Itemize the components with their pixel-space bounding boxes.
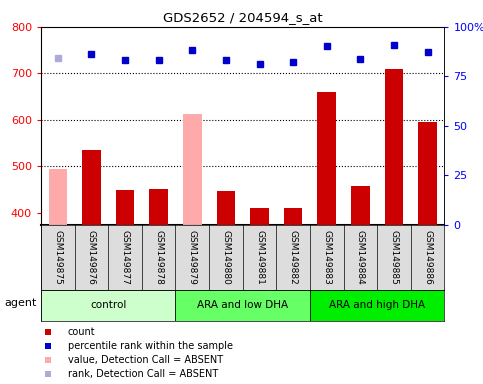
Text: GSM149886: GSM149886 bbox=[423, 230, 432, 285]
Bar bbox=[351, 186, 369, 225]
Bar bbox=[250, 209, 269, 225]
Text: GSM149875: GSM149875 bbox=[53, 230, 62, 285]
Title: GDS2652 / 204594_s_at: GDS2652 / 204594_s_at bbox=[163, 11, 323, 24]
Bar bbox=[175, 290, 310, 321]
Bar bbox=[317, 92, 336, 225]
Bar bbox=[310, 290, 444, 321]
Bar bbox=[418, 122, 437, 225]
Text: GSM149878: GSM149878 bbox=[154, 230, 163, 285]
Text: control: control bbox=[90, 300, 127, 310]
Text: percentile rank within the sample: percentile rank within the sample bbox=[68, 341, 233, 351]
Text: GSM149880: GSM149880 bbox=[221, 230, 230, 285]
Bar bbox=[41, 290, 175, 321]
Text: agent: agent bbox=[5, 298, 37, 308]
Text: GSM149879: GSM149879 bbox=[188, 230, 197, 285]
Text: rank, Detection Call = ABSENT: rank, Detection Call = ABSENT bbox=[68, 369, 218, 379]
Bar bbox=[217, 191, 235, 225]
Bar bbox=[49, 169, 67, 225]
Text: ARA and high DHA: ARA and high DHA bbox=[329, 300, 425, 310]
Bar bbox=[183, 114, 201, 225]
Text: GSM149884: GSM149884 bbox=[356, 230, 365, 285]
Bar bbox=[149, 189, 168, 225]
Text: count: count bbox=[68, 327, 95, 337]
Text: ARA and low DHA: ARA and low DHA bbox=[197, 300, 288, 310]
Bar bbox=[384, 69, 403, 225]
Bar bbox=[284, 209, 302, 225]
Text: GSM149876: GSM149876 bbox=[87, 230, 96, 285]
Text: GSM149883: GSM149883 bbox=[322, 230, 331, 285]
Text: GSM149882: GSM149882 bbox=[289, 230, 298, 285]
Bar bbox=[82, 150, 101, 225]
Text: value, Detection Call = ABSENT: value, Detection Call = ABSENT bbox=[68, 355, 223, 365]
Bar bbox=[116, 190, 134, 225]
Text: GSM149881: GSM149881 bbox=[255, 230, 264, 285]
Text: GSM149885: GSM149885 bbox=[389, 230, 398, 285]
Text: GSM149877: GSM149877 bbox=[121, 230, 129, 285]
